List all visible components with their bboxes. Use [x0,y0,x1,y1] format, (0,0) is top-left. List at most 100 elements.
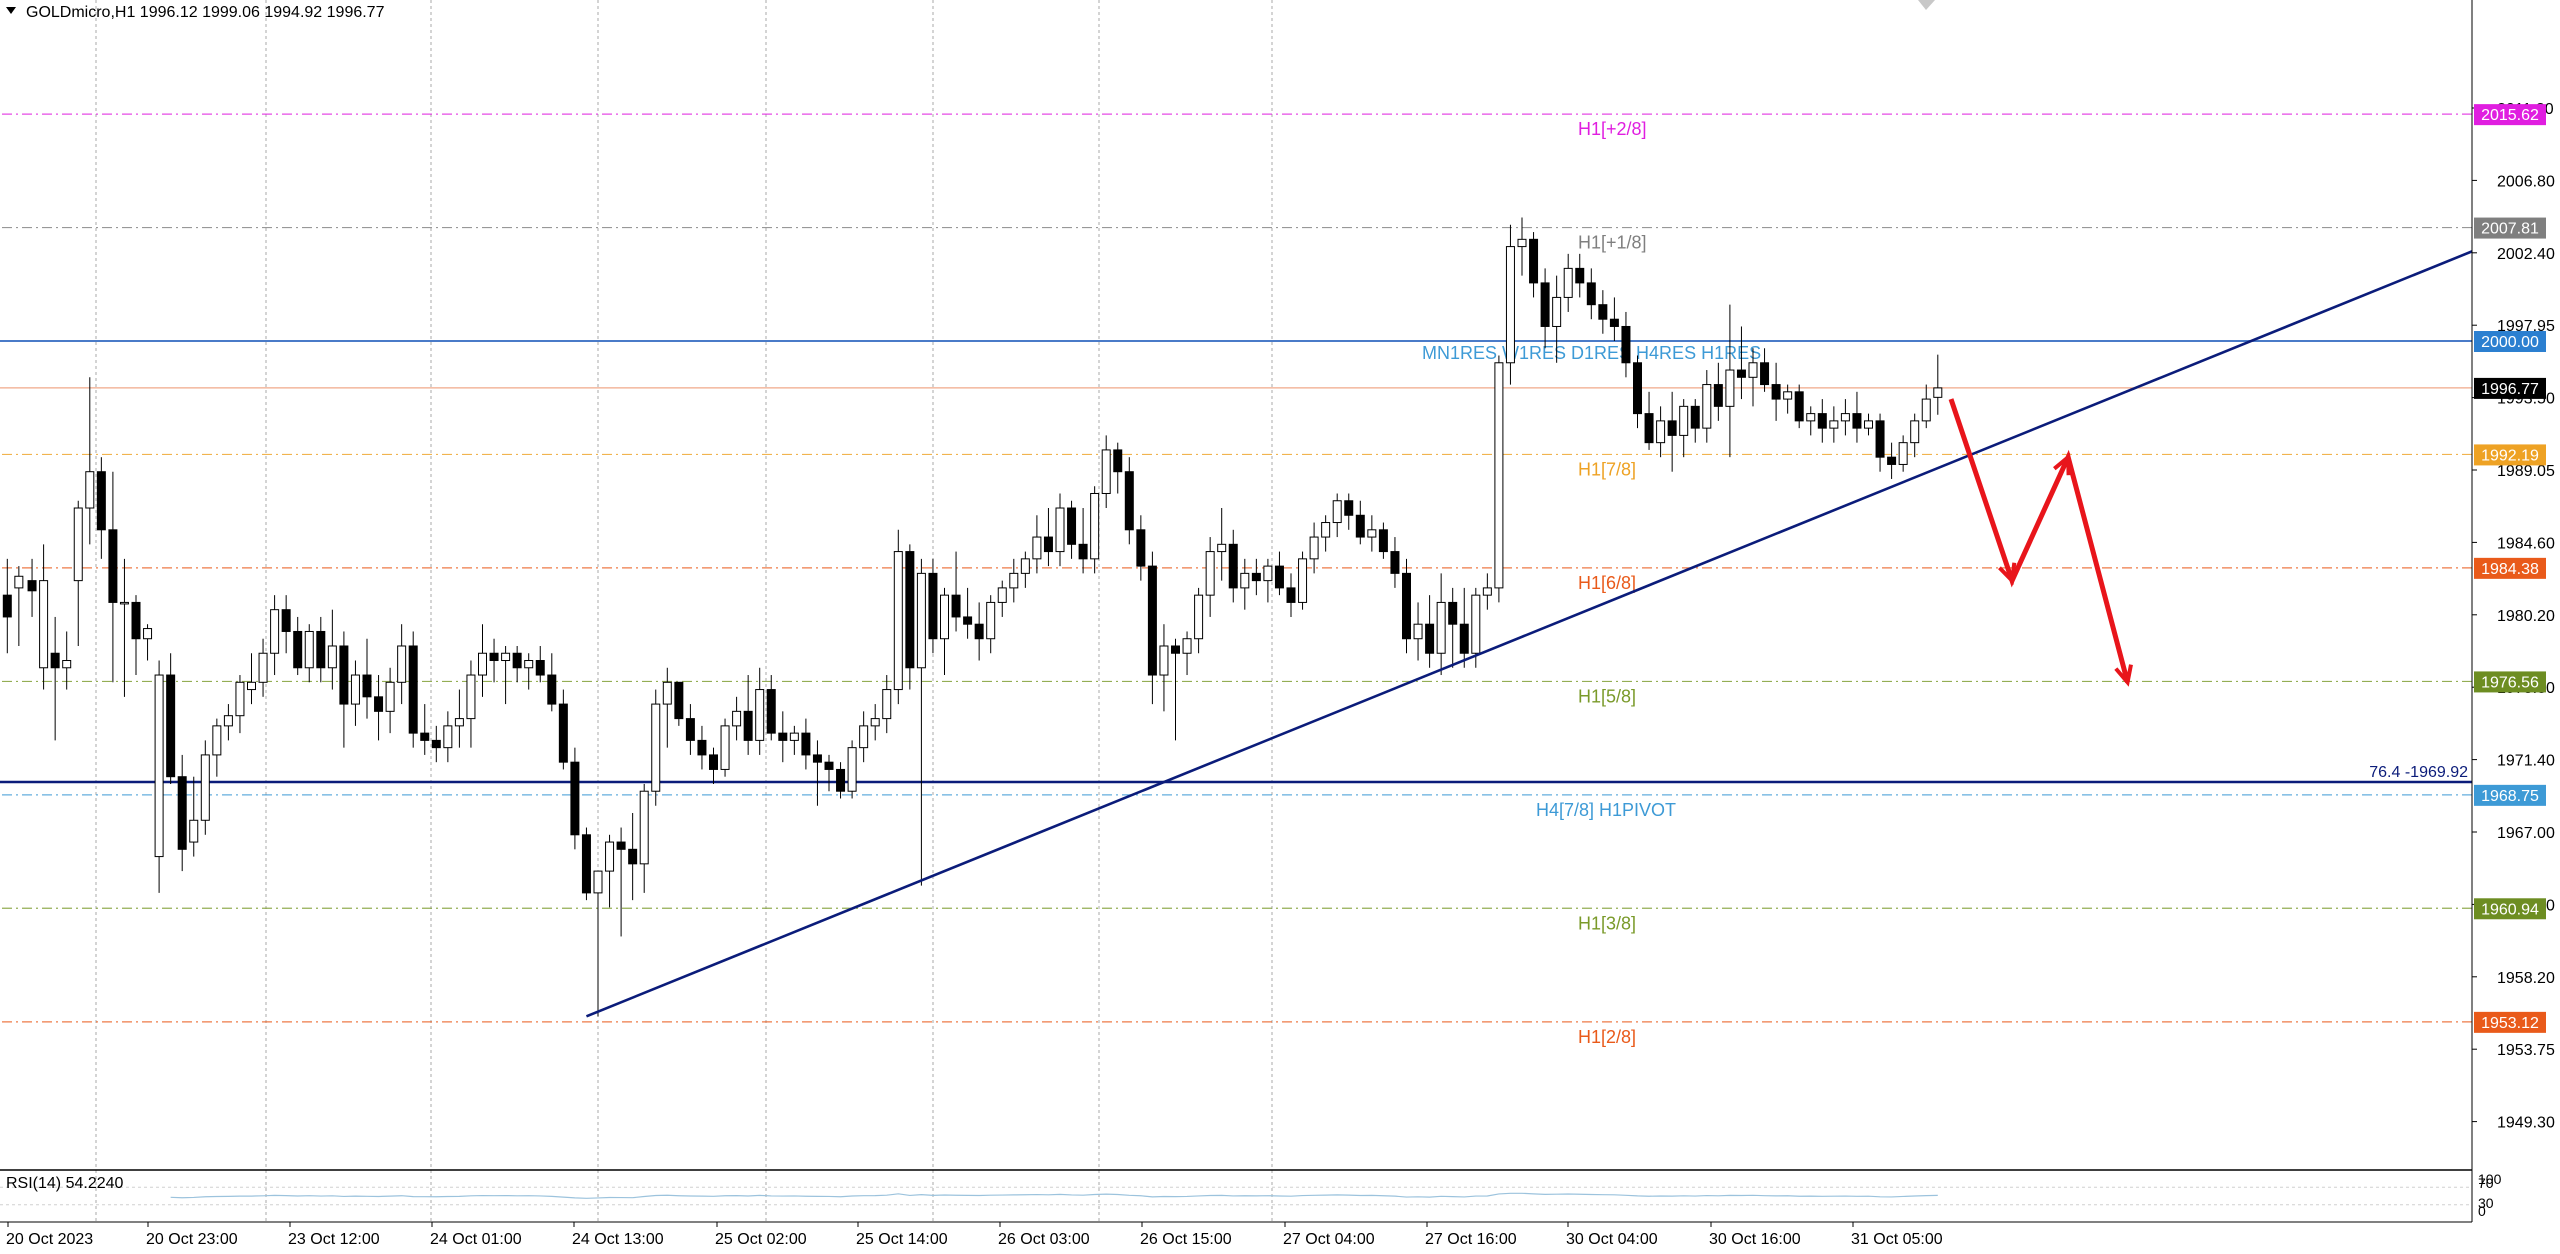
candle [1910,413,1920,458]
candle-body-bear [1633,362,1642,415]
candle [1482,573,1492,610]
candle-body-bull [859,725,869,749]
candle [1748,348,1758,407]
level-label: H1[5/8] [1578,686,1636,706]
candle-body-bear [362,674,372,698]
arrow-head-3 [2114,664,2133,687]
candle-body-bull [1725,369,1735,407]
resistance-label: MN1RES W1RES D1RES H4RES H1RES [1422,343,1761,363]
candle-body-bull [1032,536,1042,560]
candle [743,675,753,755]
candle-body-bull [1840,413,1850,422]
candle-body-bear [1274,565,1284,589]
candle [1425,595,1435,668]
candle [1286,573,1296,617]
candle-body-bull [235,681,245,717]
current-price-badge-text: 1996.77 [2481,381,2539,398]
candle-body-bull [189,819,199,843]
candle [1321,515,1331,552]
candle [1875,413,1885,472]
candle [685,704,695,755]
candle-body-bull [1367,529,1377,538]
candle-body-bear [1667,420,1677,436]
candle-body-bear [1586,282,1596,306]
candle [1586,268,1596,320]
candle [951,551,961,632]
candle-body-bear [616,841,626,850]
scroll-marker-icon [1918,0,1935,10]
candle [593,870,603,1017]
candle [1887,442,1897,479]
drawing-overlays[interactable] [585,250,2473,1018]
candle-body-bear [96,471,106,531]
candle-body-bull [212,725,222,756]
forecast-arrow[interactable] [1948,398,2130,683]
candle-body-bear [293,630,303,669]
candle-body-bull [1748,362,1758,378]
time-tick-label: 26 Oct 15:00 [1140,1231,1232,1248]
candle [1679,399,1689,458]
candle-body-bull [870,718,880,727]
price-tick-label: 1997.95 [2497,318,2555,335]
candle [524,653,534,690]
arrow-head-2 [2053,452,2071,476]
candle [119,558,129,697]
candle-body-bull [39,580,49,669]
time-tick-label: 27 Oct 04:00 [1283,1231,1375,1248]
price-tick-label: 1989.05 [2497,463,2555,480]
candle-body-bear [1067,507,1077,545]
rsi-scale-label: 30 [2478,1195,2494,1211]
current-price-badge [2474,377,2546,399]
candle-body-bear [131,601,141,640]
candle-body-bear [489,652,499,662]
candle [928,558,938,654]
candle [1124,457,1134,545]
level-price-badge [2474,671,2546,693]
candle-body-bull [639,790,649,865]
candle-body-bear [1171,645,1180,654]
candle-body-bull [258,652,268,683]
candle-body-bull [1240,572,1250,589]
candle-body-bull [1009,572,1019,589]
candle-body-bull [940,594,949,640]
candle [166,653,176,784]
candle-body-bull [1436,601,1446,654]
level-label: H1[2/8] [1578,1027,1636,1047]
candle [1147,551,1157,705]
candle [1032,515,1042,574]
candle [1228,529,1238,603]
candle-body-bear [766,689,776,734]
candle-body-bear [316,630,326,669]
candle [1736,326,1746,400]
candle [558,689,568,770]
candle-body-bull [986,601,996,640]
candle [1806,406,1816,436]
candle [1829,406,1839,443]
candle-body-bull [1298,558,1308,603]
candle [1690,399,1700,443]
candle-body-bear [1760,362,1770,386]
candle-body-bear [1887,456,1897,465]
candle-body-bull [1471,594,1481,654]
candle-body-bull [893,551,903,691]
candle-body-bull [304,630,314,669]
trendline[interactable] [585,250,2473,1018]
price-tick-label: 1980.20 [2497,608,2555,625]
candle-body-bull [1517,238,1527,248]
candle [304,624,314,683]
level-label: H1[+1/8] [1578,233,1647,253]
candle-body-bear [743,710,753,741]
candle [1136,515,1146,581]
candle [1309,522,1319,574]
candle-body-bear [420,732,430,741]
candle-body-bull [1702,384,1712,429]
candle [1113,442,1123,494]
candle-body-bull [85,471,95,509]
candle-body-bull [1806,413,1816,422]
candle [1090,486,1100,574]
candle [2,558,12,654]
level-price-badge-text: 1953.12 [2481,1015,2539,1032]
candle-body-bull [1829,420,1839,429]
